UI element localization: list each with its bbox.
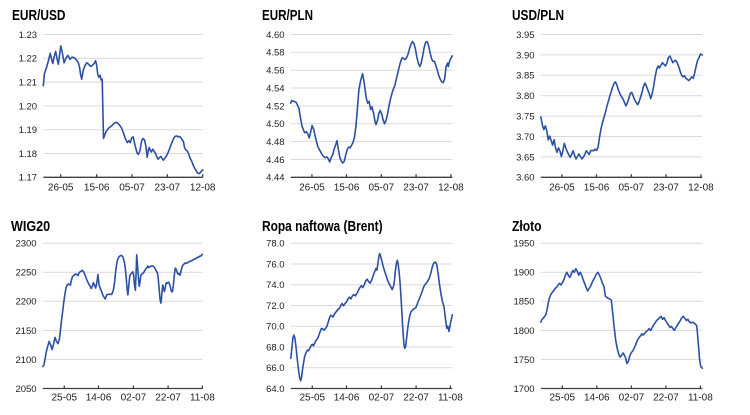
svg-text:4.54: 4.54 — [266, 83, 285, 94]
svg-text:23-07: 23-07 — [653, 182, 679, 193]
svg-text:3.90: 3.90 — [516, 50, 535, 61]
svg-text:1.19: 1.19 — [19, 125, 38, 136]
svg-text:74.0: 74.0 — [266, 280, 285, 291]
svg-text:12-08: 12-08 — [438, 182, 464, 193]
svg-text:4.46: 4.46 — [266, 155, 285, 166]
svg-text:2200: 2200 — [15, 297, 36, 308]
svg-text:11-08: 11-08 — [190, 393, 215, 404]
svg-text:12-08: 12-08 — [688, 182, 714, 193]
svg-text:3.60: 3.60 — [516, 173, 535, 184]
svg-text:EUR/PLN: EUR/PLN — [262, 7, 313, 24]
svg-text:26-05: 26-05 — [549, 182, 575, 193]
svg-text:64.0: 64.0 — [266, 384, 285, 395]
svg-text:23-07: 23-07 — [155, 182, 181, 193]
svg-text:USD/PLN: USD/PLN — [512, 7, 564, 24]
svg-text:72.0: 72.0 — [266, 301, 285, 312]
svg-text:4.52: 4.52 — [266, 101, 285, 112]
svg-text:4.50: 4.50 — [266, 119, 285, 130]
svg-text:1750: 1750 — [513, 355, 534, 366]
svg-text:3.85: 3.85 — [516, 71, 535, 82]
svg-text:22-07: 22-07 — [155, 393, 181, 404]
svg-text:1.17: 1.17 — [19, 173, 38, 184]
svg-text:EUR/USD: EUR/USD — [12, 7, 66, 24]
svg-text:26-05: 26-05 — [48, 182, 74, 193]
svg-text:05-07: 05-07 — [619, 182, 645, 193]
svg-text:1800: 1800 — [513, 326, 534, 337]
svg-text:68.0: 68.0 — [266, 342, 285, 353]
svg-text:1.21: 1.21 — [19, 78, 38, 89]
svg-text:4.60: 4.60 — [266, 30, 285, 41]
svg-text:3.80: 3.80 — [516, 91, 535, 102]
svg-text:14-06: 14-06 — [334, 393, 360, 404]
svg-text:1.18: 1.18 — [19, 149, 38, 160]
svg-text:2150: 2150 — [15, 326, 36, 337]
svg-text:02-07: 02-07 — [121, 393, 147, 404]
svg-text:2300: 2300 — [15, 239, 36, 250]
svg-text:05-07: 05-07 — [369, 182, 395, 193]
svg-text:1950: 1950 — [513, 239, 534, 250]
svg-text:26-05: 26-05 — [299, 182, 325, 193]
svg-text:1.23: 1.23 — [19, 30, 38, 41]
svg-text:22-07: 22-07 — [403, 393, 429, 404]
svg-text:15-06: 15-06 — [84, 182, 110, 193]
svg-text:66.0: 66.0 — [266, 363, 285, 374]
svg-text:4.58: 4.58 — [266, 48, 285, 59]
svg-text:70.0: 70.0 — [266, 322, 285, 333]
svg-text:15-06: 15-06 — [584, 182, 610, 193]
svg-text:76.0: 76.0 — [266, 259, 285, 270]
svg-text:3.95: 3.95 — [516, 30, 535, 41]
svg-text:23-07: 23-07 — [403, 182, 429, 193]
svg-text:11-08: 11-08 — [688, 393, 713, 404]
svg-text:78.0: 78.0 — [266, 239, 285, 250]
svg-text:2100: 2100 — [15, 355, 36, 366]
svg-text:4.44: 4.44 — [266, 173, 285, 184]
svg-text:1900: 1900 — [513, 268, 534, 279]
svg-text:11-08: 11-08 — [438, 393, 463, 404]
svg-text:Złoto: Złoto — [512, 218, 542, 235]
svg-text:02-07: 02-07 — [369, 393, 395, 404]
svg-text:4.48: 4.48 — [266, 137, 285, 148]
svg-text:22-07: 22-07 — [653, 393, 679, 404]
svg-text:02-07: 02-07 — [619, 393, 645, 404]
svg-text:12-08: 12-08 — [190, 182, 216, 193]
svg-text:3.65: 3.65 — [516, 152, 535, 163]
svg-text:05-07: 05-07 — [119, 182, 145, 193]
svg-text:4.56: 4.56 — [266, 66, 285, 77]
svg-text:25-05: 25-05 — [52, 393, 78, 404]
svg-text:1850: 1850 — [513, 297, 534, 308]
svg-text:14-06: 14-06 — [86, 393, 112, 404]
svg-text:25-05: 25-05 — [550, 393, 576, 404]
svg-text:3.70: 3.70 — [516, 132, 535, 143]
svg-text:2050: 2050 — [15, 384, 36, 395]
svg-text:1700: 1700 — [513, 384, 534, 395]
svg-text:14-06: 14-06 — [584, 393, 610, 404]
svg-text:Ropa naftowa (Brent): Ropa naftowa (Brent) — [262, 218, 383, 235]
svg-text:2250: 2250 — [15, 268, 36, 279]
svg-text:1.22: 1.22 — [19, 54, 38, 65]
svg-text:WIG20: WIG20 — [11, 218, 50, 235]
svg-text:3.75: 3.75 — [516, 112, 535, 123]
svg-text:15-06: 15-06 — [334, 182, 360, 193]
svg-text:25-05: 25-05 — [300, 393, 326, 404]
svg-text:1.20: 1.20 — [19, 101, 38, 112]
